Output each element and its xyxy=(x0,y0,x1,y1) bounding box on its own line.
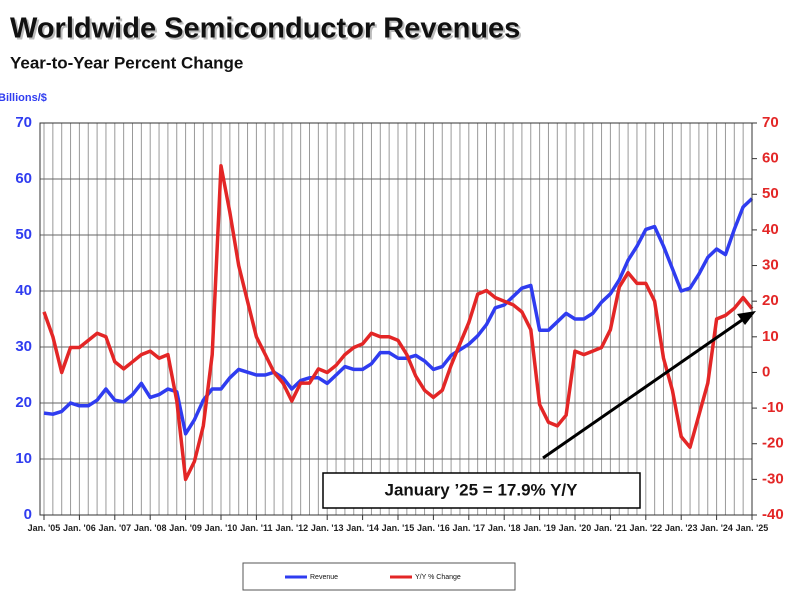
x-tick-label: Jan. '14 xyxy=(346,523,379,533)
arrow-head xyxy=(737,311,756,325)
x-tick-label: Jan. '09 xyxy=(169,523,202,533)
x-tick-label: Jan. '24 xyxy=(700,523,733,533)
annotation: January ’25 = 17.9% Y/Y xyxy=(385,480,579,499)
series-line xyxy=(42,164,754,482)
y-tick-label: 10 xyxy=(15,450,32,467)
x-tick-label: Jan. '25 xyxy=(735,523,769,533)
x-tick-label: Jan. '11 xyxy=(240,523,273,533)
x-tick-label: Jan. '17 xyxy=(452,523,486,533)
x-tick-label: Jan. '08 xyxy=(133,523,167,533)
y2-tick-label: 50 xyxy=(762,185,779,202)
y2-tick-label: -40 xyxy=(762,506,784,523)
annotation-box xyxy=(322,472,641,509)
x-tick-label: Jan. '06 xyxy=(63,523,96,533)
arrow xyxy=(542,316,746,460)
y-axis-label: Billions/$ xyxy=(0,92,47,104)
x-tick-label: Jan. '15 xyxy=(381,523,415,533)
y-tick-label: 40 xyxy=(15,282,32,299)
legend-label: Y/Y % Change xyxy=(415,574,461,581)
y-tick-label: 70 xyxy=(15,114,32,131)
y2-tick-label: 10 xyxy=(762,328,779,345)
chart-subtitle: Year-to-Year Percent Change xyxy=(10,53,243,72)
x-tick-label: Jan. '12 xyxy=(275,523,309,533)
y2-tick-label: 30 xyxy=(762,257,779,274)
y2-tick-label: -10 xyxy=(762,399,784,416)
y2-tick-label: 70 xyxy=(762,114,779,131)
y2-tick-label: 0 xyxy=(762,363,770,380)
legend-box xyxy=(242,562,516,591)
y-tick-label: 0 xyxy=(24,506,32,523)
x-tick-label: Jan. '23 xyxy=(664,523,698,533)
y2-tick-label: 20 xyxy=(762,292,779,309)
y2-tick-label: 40 xyxy=(762,221,779,238)
x-tick-label: Jan. '05 xyxy=(27,523,61,533)
x-tick-label: Jan. '07 xyxy=(98,523,132,533)
y-tick-label: 20 xyxy=(15,394,32,411)
y2-tick-label: -20 xyxy=(762,435,784,452)
x-tick-label: Jan. '16 xyxy=(417,523,450,533)
y2-tick-label: -30 xyxy=(762,470,784,487)
plot-frame xyxy=(39,122,753,516)
x-tick-label: Jan. '22 xyxy=(629,523,663,533)
x-tick-label: Jan. '19 xyxy=(523,523,556,533)
title-shadow: Worldwide Semiconductor Revenues xyxy=(12,15,522,47)
y-tick-label: 60 xyxy=(15,170,32,187)
x-tick-label: Jan. '18 xyxy=(487,523,521,533)
x-tick-label: Jan. '13 xyxy=(310,523,344,533)
y2-tick-label: 60 xyxy=(762,150,779,167)
chart-title: Worldwide Semiconductor Revenues xyxy=(10,13,520,45)
legend-label: Revenue xyxy=(310,574,338,581)
x-tick-label: Jan. '21 xyxy=(594,523,627,533)
x-tick-label: Jan. '20 xyxy=(558,523,592,533)
x-tick-label: Jan. '10 xyxy=(204,523,238,533)
series-line xyxy=(43,197,754,436)
y-tick-label: 50 xyxy=(15,226,32,243)
y-tick-label: 30 xyxy=(15,338,32,355)
